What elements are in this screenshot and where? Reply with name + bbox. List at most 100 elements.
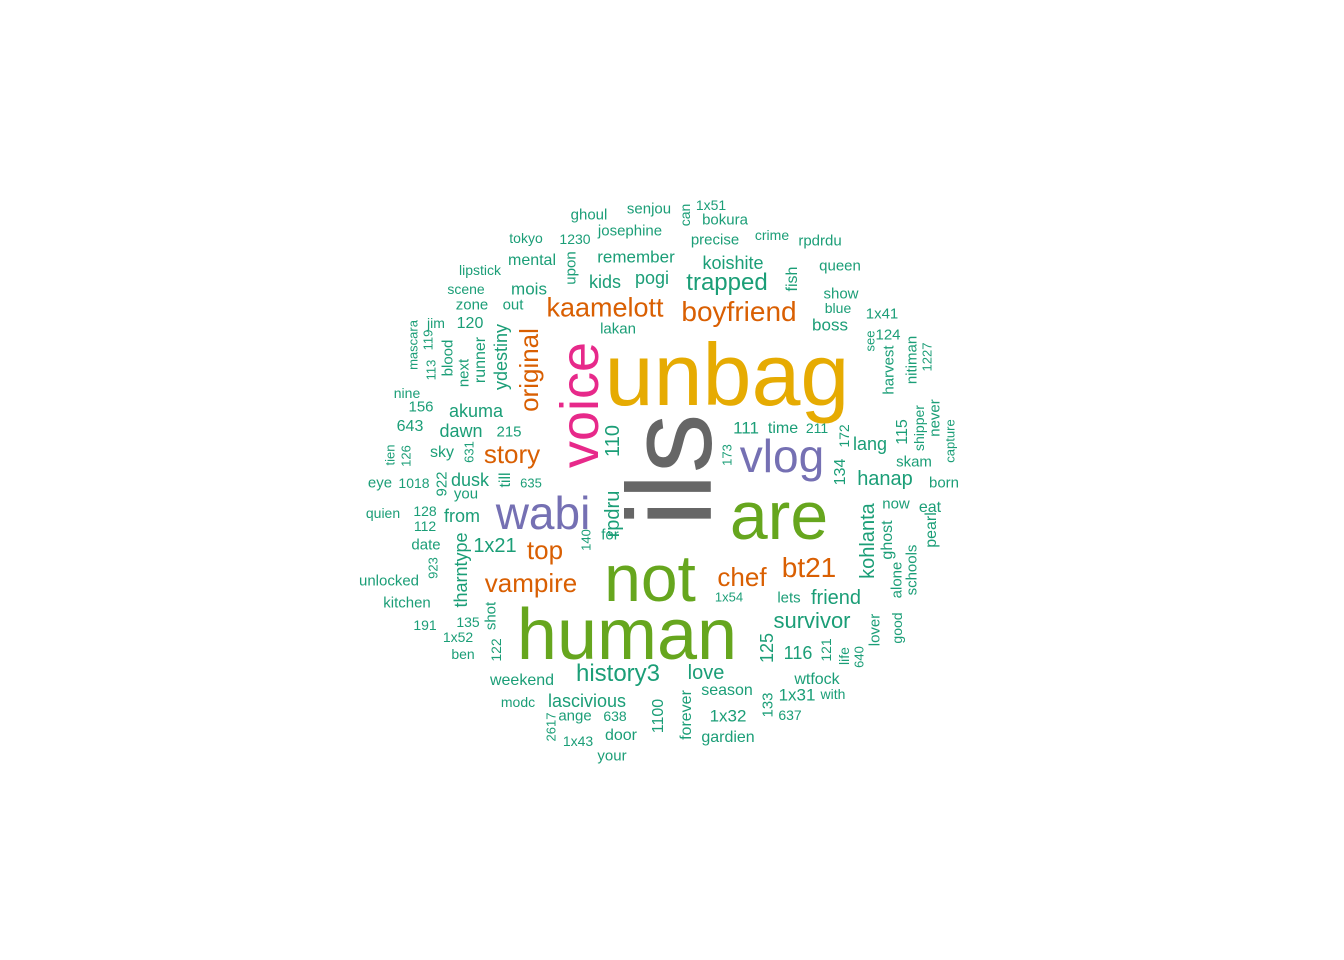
word-112: 112	[413, 518, 437, 534]
word-good: good	[889, 612, 905, 644]
word-history3: history3	[575, 660, 661, 687]
word-voice: voice	[550, 341, 610, 469]
word-173: 173	[719, 444, 735, 466]
word-born: born	[928, 474, 960, 492]
word-trapped: trapped	[686, 269, 768, 296]
word-upon: upon	[562, 251, 580, 285]
word-lipstick: lipstick	[458, 262, 502, 278]
word-eye: eye	[367, 474, 393, 492]
word-precise: precise	[690, 231, 740, 249]
word-alone: alone	[888, 561, 906, 599]
word-1x41: 1x41	[865, 305, 899, 323]
word-121: 121	[818, 638, 834, 662]
word-nitiman: nitiman	[903, 335, 921, 385]
word-remember: remember	[597, 247, 675, 267]
word-show: show	[823, 285, 859, 303]
word-lover: lover	[866, 613, 884, 647]
word-shipper: shipper	[911, 405, 927, 451]
word-bokura: bokura	[702, 211, 748, 229]
word-from: from	[444, 506, 480, 526]
word-schools: schools	[903, 544, 921, 596]
word-lang: lang	[852, 434, 888, 454]
word-125: 125	[757, 632, 777, 664]
word-jim: jim	[427, 315, 445, 331]
word-128: 128	[413, 503, 437, 519]
word-dawn: dawn	[439, 421, 483, 441]
word-top: top	[526, 535, 564, 565]
word-116: 116	[783, 643, 813, 663]
word-queen: queen	[819, 257, 861, 275]
word-boss: boss	[812, 315, 848, 335]
word-nine: nine	[393, 385, 421, 401]
word-weekend: weekend	[489, 672, 555, 689]
word-1x21: 1x21	[473, 535, 517, 557]
word-pogi: pogi	[634, 268, 670, 288]
word-senjou: senjou	[626, 200, 672, 218]
word-chef: chef	[717, 562, 767, 592]
word-tien: tien	[382, 444, 398, 466]
word-126: 126	[398, 445, 414, 467]
word-211: 211	[805, 420, 829, 436]
word-135: 135	[456, 614, 480, 630]
word-original: original	[514, 328, 544, 412]
word-kids: kids	[588, 272, 622, 292]
word-love: love	[687, 662, 725, 684]
word-1227: 1227	[919, 342, 935, 372]
word-blood: blood	[439, 339, 457, 377]
word-josephine: josephine	[597, 222, 663, 240]
word-115: 115	[894, 419, 911, 445]
word-lets: lets	[777, 589, 801, 607]
word-time: time	[767, 420, 799, 437]
word-1230: 1230	[559, 231, 591, 247]
word-ange: ange	[558, 707, 592, 725]
word-110: 110	[602, 425, 624, 457]
word-human: human	[516, 595, 738, 675]
word-tokyo: tokyo	[509, 230, 543, 246]
word-for: for	[601, 526, 619, 544]
word-life: life	[836, 647, 852, 665]
word-bt21: bt21	[781, 552, 837, 583]
word-unlocked: unlocked	[358, 572, 420, 590]
word-forever: forever	[678, 690, 695, 740]
word-pearl: pearl	[923, 512, 940, 548]
word-date: date	[411, 536, 441, 554]
word-survivor: survivor	[773, 608, 851, 633]
word-dusk: dusk	[450, 470, 490, 490]
word-ghost: ghost	[879, 520, 896, 560]
word-harvest: harvest	[880, 345, 898, 395]
word-next: next	[455, 358, 473, 388]
word-ghoul: ghoul	[570, 206, 608, 224]
word-koishite: koishite	[702, 253, 764, 273]
word-1x31: 1x31	[778, 685, 816, 705]
word-1x52: 1x52	[442, 629, 474, 645]
word-story: story	[483, 439, 541, 469]
word-638: 638	[603, 708, 627, 724]
word-wtfock: wtfock	[794, 671, 840, 688]
word-you: you	[453, 485, 479, 503]
word-sky: sky	[430, 444, 454, 461]
word-ben: ben	[451, 646, 475, 662]
word-122: 122	[488, 638, 504, 662]
word-mental: mental	[507, 252, 557, 269]
word-never: never	[926, 399, 944, 437]
word-not: not	[604, 541, 696, 615]
word-quien: quien	[365, 505, 401, 521]
word-shot: shot	[482, 601, 500, 631]
word-rpdrdu: rpdrdu	[798, 232, 842, 250]
word-111: 111	[733, 418, 759, 438]
word-door: door	[604, 727, 638, 744]
word-tharntype: tharntype	[451, 532, 471, 608]
word-1x51: 1x51	[695, 197, 727, 213]
word-ydestiny: ydestiny	[491, 323, 511, 391]
word-140: 140	[578, 529, 594, 551]
word-crime: crime	[754, 227, 790, 243]
word-1x32: 1x32	[709, 706, 747, 726]
word-1x54: 1x54	[714, 589, 744, 605]
word-922: 922	[433, 471, 451, 497]
word-113: 113	[423, 359, 439, 381]
word-friend: friend	[810, 587, 862, 609]
word-scene: scene	[447, 281, 485, 297]
word-mascara: mascara	[405, 320, 421, 370]
word-till: till	[497, 472, 514, 488]
word-are: are	[729, 478, 829, 554]
